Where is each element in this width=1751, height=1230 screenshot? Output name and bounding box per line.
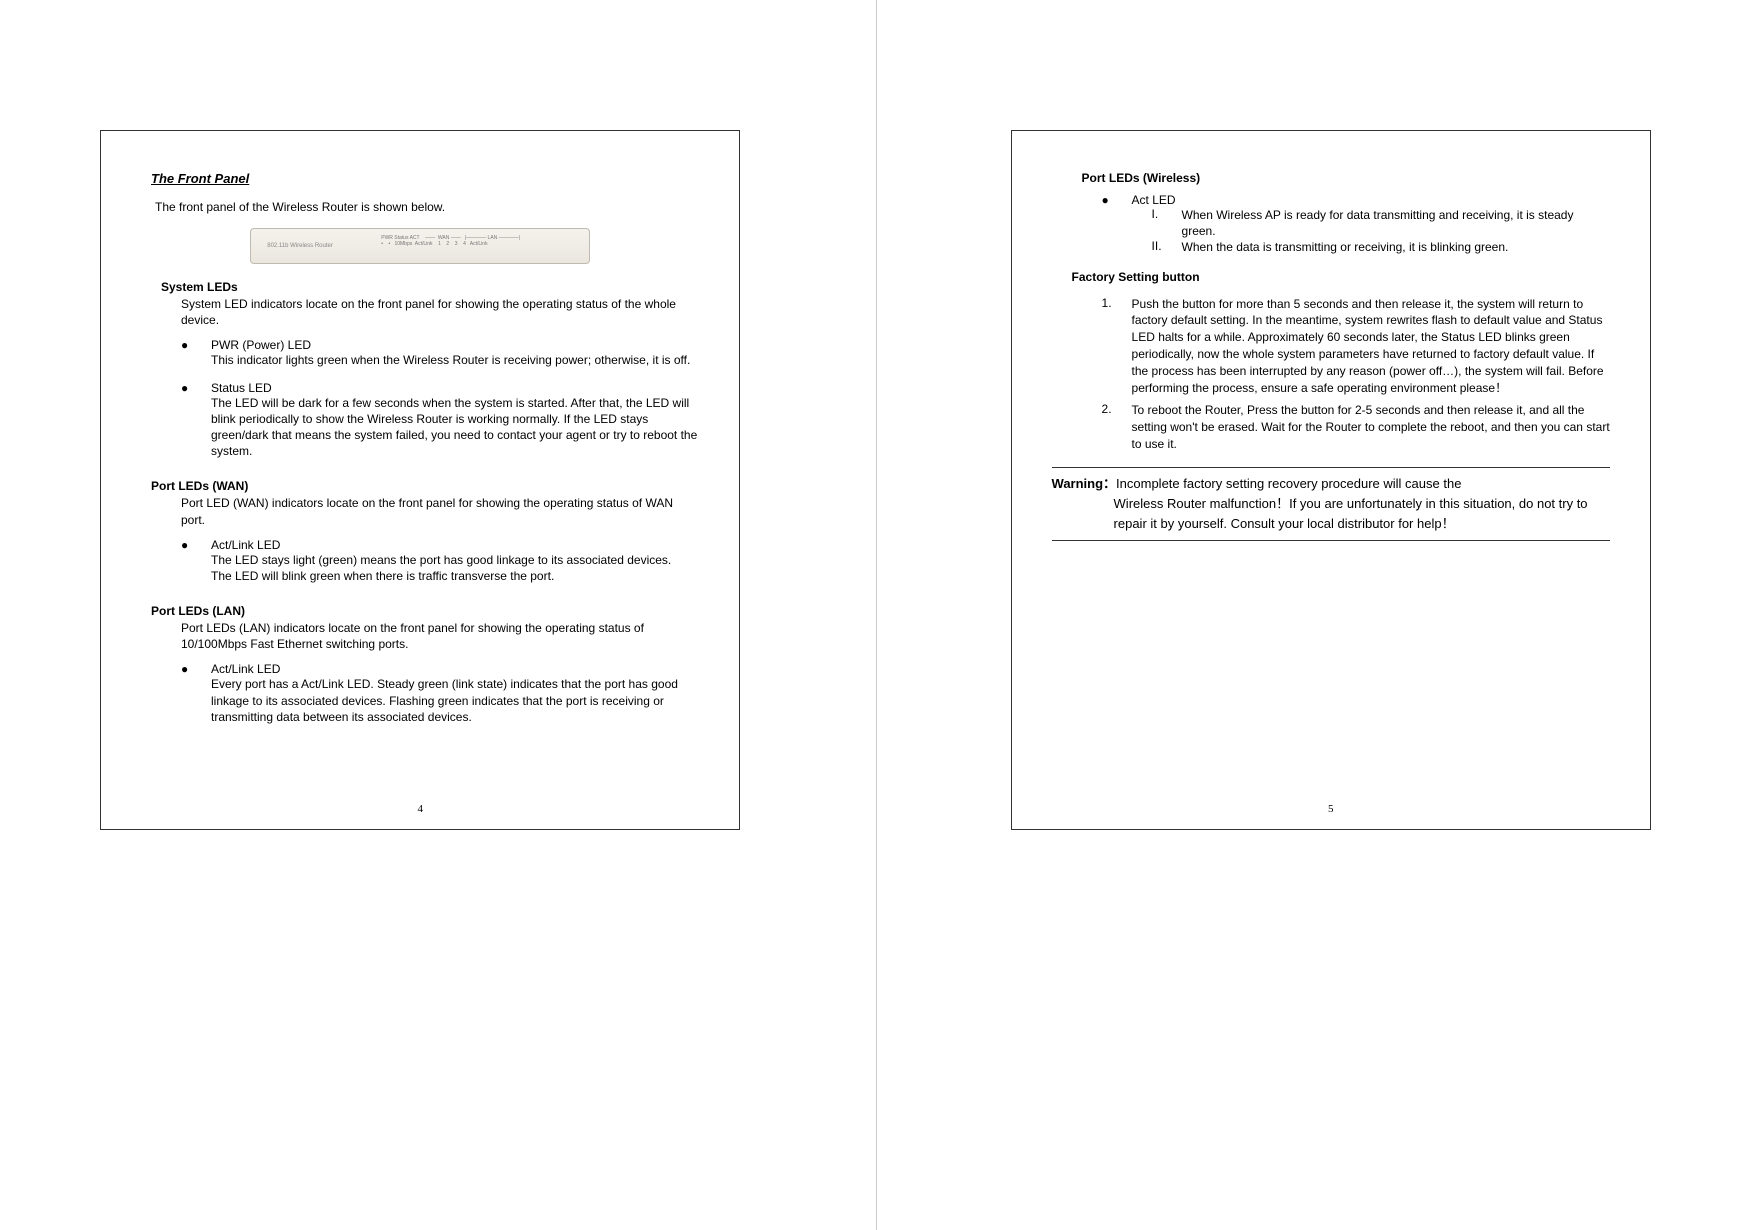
desc-system-leds: System LED indicators locate on the fron… [181, 296, 699, 328]
factory-item-2: 2. To reboot the Router, Press the butto… [1102, 402, 1610, 452]
bullet-title-lan-actlink: Act/Link LED [211, 662, 699, 676]
numbered-desc-1: Push the button for more than 5 seconds … [1132, 296, 1610, 397]
bullet-title-status: Status LED [211, 381, 699, 395]
intro-text: The front panel of the Wireless Router i… [155, 200, 699, 214]
router-led-labels: PWR Status ACT —— WAN —— |———— LAN ————|… [381, 235, 520, 247]
bullet-desc-wan-actlink: The LED stays light (green) means the po… [211, 552, 699, 584]
roman-marker-i: I. [1152, 207, 1182, 239]
page-5-frame: Port LEDs (Wireless) ● Act LED I. When W… [1011, 130, 1651, 830]
bullet-content: Act LED I. When Wireless AP is ready for… [1132, 193, 1610, 256]
bullet-pwr-led: ● PWR (Power) LED This indicator lights … [181, 338, 699, 378]
roman-desc-ii: When the data is transmitting or receivi… [1182, 239, 1610, 255]
warning-block: Warning：Incomplete factory setting recov… [1052, 467, 1610, 541]
roman-ii: II. When the data is transmitting or rec… [1152, 239, 1610, 255]
bullet-title-pwr: PWR (Power) LED [211, 338, 699, 352]
warning-rest: Wireless Router malfunction！If you are u… [1114, 494, 1610, 534]
page-4: The Front Panel The front panel of the W… [0, 0, 840, 1230]
roman-desc-i: When Wireless AP is ready for data trans… [1182, 207, 1610, 239]
warning-label: Warning： [1052, 476, 1117, 491]
heading-port-lan: Port LEDs (LAN) [151, 604, 699, 618]
heading-port-wan: Port LEDs (WAN) [151, 479, 699, 493]
heading-factory-setting: Factory Setting button [1072, 270, 1610, 284]
numbered-desc-2: To reboot the Router, Press the button f… [1132, 402, 1610, 452]
bullet-desc-pwr: This indicator lights green when the Wir… [211, 352, 699, 368]
heading-system-leds: System LEDs [161, 280, 699, 294]
desc-port-lan: Port LEDs (LAN) indicators locate on the… [181, 620, 699, 652]
factory-item-1: 1. Push the button for more than 5 secon… [1102, 296, 1610, 397]
bullet-content: PWR (Power) LED This indicator lights gr… [211, 338, 699, 378]
bullet-status-led: ● Status LED The LED will be dark for a … [181, 381, 699, 470]
warning-first-line: Incomplete factory setting recovery proc… [1116, 476, 1461, 491]
router-front-panel-image: 802.11b Wireless Router PWR Status ACT —… [250, 228, 590, 264]
bullet-content: Status LED The LED will be dark for a fe… [211, 381, 699, 470]
heading-port-wireless: Port LEDs (Wireless) [1082, 171, 1610, 185]
bullet-marker: ● [181, 538, 211, 594]
router-bottom-row: • • 10Mbps Act/Link 1 2 3 4 Act/Link [381, 241, 520, 247]
page-number-5: 5 [1328, 803, 1334, 815]
roman-i: I. When Wireless AP is ready for data tr… [1152, 207, 1610, 239]
bullet-desc-status: The LED will be dark for a few seconds w… [211, 395, 699, 460]
router-model-label: 802.11b Wireless Router [267, 243, 333, 249]
page-number-4: 4 [417, 803, 423, 815]
page-4-frame: The Front Panel The front panel of the W… [100, 130, 740, 830]
numbered-marker-2: 2. [1102, 402, 1132, 452]
bullet-act-led: ● Act LED I. When Wireless AP is ready f… [1102, 193, 1610, 256]
bullet-marker: ● [181, 662, 211, 735]
page-5: Port LEDs (Wireless) ● Act LED I. When W… [911, 0, 1751, 1230]
roman-marker-ii: II. [1152, 239, 1182, 255]
desc-port-wan: Port LED (WAN) indicators locate on the … [181, 495, 699, 527]
bullet-marker: ● [181, 381, 211, 470]
page-divider [876, 0, 877, 1230]
bullet-title-wan-actlink: Act/Link LED [211, 538, 699, 552]
bullet-marker: ● [181, 338, 211, 378]
bullet-marker: ● [1102, 193, 1132, 256]
bullet-content: Act/Link LED Every port has a Act/Link L… [211, 662, 699, 735]
bullet-content: Act/Link LED The LED stays light (green)… [211, 538, 699, 594]
bullet-lan-actlink: ● Act/Link LED Every port has a Act/Link… [181, 662, 699, 735]
numbered-marker-1: 1. [1102, 296, 1132, 397]
bullet-desc-lan-actlink: Every port has a Act/Link LED. Steady gr… [211, 676, 699, 725]
section-title-front-panel: The Front Panel [151, 171, 699, 186]
bullet-wan-actlink: ● Act/Link LED The LED stays light (gree… [181, 538, 699, 594]
bullet-title-act-led: Act LED [1132, 193, 1610, 207]
